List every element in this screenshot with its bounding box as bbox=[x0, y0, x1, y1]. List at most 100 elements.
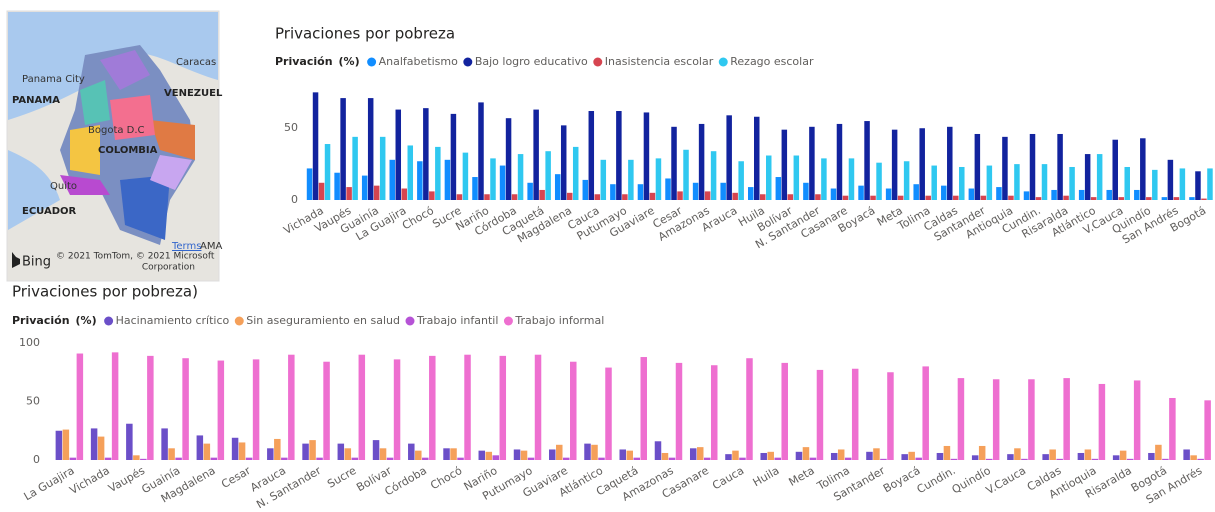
bar bbox=[669, 458, 676, 460]
y-tick-label: 0 bbox=[33, 453, 40, 466]
bar bbox=[533, 110, 539, 200]
x-tick-label: Meta bbox=[787, 464, 817, 489]
bar bbox=[1190, 455, 1197, 460]
bar bbox=[175, 458, 182, 460]
bar bbox=[246, 458, 253, 460]
bar bbox=[993, 379, 1000, 460]
bar bbox=[627, 451, 634, 460]
bar bbox=[56, 431, 63, 460]
bar bbox=[1112, 140, 1118, 200]
bar bbox=[628, 160, 634, 200]
bar bbox=[776, 177, 782, 200]
bar bbox=[831, 189, 837, 200]
bar bbox=[408, 145, 414, 200]
bar bbox=[591, 445, 598, 460]
bar bbox=[979, 446, 986, 460]
bar bbox=[1162, 197, 1168, 200]
bar bbox=[451, 114, 457, 200]
bar bbox=[595, 194, 601, 200]
legend-unit: (%) bbox=[76, 314, 97, 327]
bar bbox=[63, 430, 70, 460]
bar bbox=[352, 137, 358, 200]
legend-swatch bbox=[104, 317, 113, 326]
bar bbox=[423, 108, 429, 200]
bar bbox=[781, 363, 788, 460]
bar bbox=[1063, 378, 1070, 460]
bar bbox=[302, 444, 309, 460]
bar bbox=[211, 458, 218, 460]
bar bbox=[161, 428, 168, 460]
bar bbox=[307, 168, 313, 200]
bar bbox=[650, 193, 656, 200]
legend-swatch bbox=[235, 317, 244, 326]
bar bbox=[1134, 190, 1140, 200]
bar bbox=[782, 130, 788, 200]
bar bbox=[922, 366, 929, 460]
legend-label: Analfabetismo bbox=[379, 55, 458, 68]
bar bbox=[947, 127, 953, 200]
bar bbox=[1028, 379, 1035, 460]
bar bbox=[204, 444, 211, 460]
bar bbox=[346, 187, 352, 200]
bar bbox=[556, 445, 563, 460]
bar bbox=[514, 449, 521, 460]
bar bbox=[941, 186, 947, 200]
bar bbox=[656, 158, 662, 200]
bar bbox=[1162, 459, 1169, 460]
x-tick-label: Cundin. bbox=[915, 464, 958, 496]
bar bbox=[1097, 154, 1103, 200]
bar bbox=[1124, 167, 1130, 200]
bar bbox=[500, 356, 507, 460]
bar bbox=[838, 449, 845, 460]
bar bbox=[886, 189, 892, 200]
bar bbox=[232, 438, 239, 460]
bar bbox=[1189, 197, 1195, 200]
bar bbox=[1207, 168, 1213, 200]
bar bbox=[1169, 398, 1176, 460]
bar bbox=[313, 92, 319, 200]
bar bbox=[975, 134, 981, 200]
bar bbox=[1085, 449, 1092, 460]
bar bbox=[70, 458, 77, 460]
bar bbox=[788, 194, 794, 200]
bar bbox=[1078, 453, 1085, 460]
bar bbox=[774, 458, 781, 460]
bar bbox=[996, 187, 1002, 200]
bar bbox=[616, 111, 622, 200]
legend-unit: (%) bbox=[339, 55, 360, 68]
bar bbox=[521, 451, 528, 460]
bar bbox=[390, 160, 396, 200]
bar bbox=[1057, 134, 1063, 200]
bar bbox=[843, 196, 849, 200]
bar bbox=[490, 158, 496, 200]
bar bbox=[472, 177, 478, 200]
bar bbox=[359, 355, 366, 460]
bar bbox=[904, 161, 910, 200]
bar bbox=[1204, 400, 1211, 460]
bar bbox=[1002, 137, 1008, 200]
bar bbox=[197, 435, 204, 460]
bar bbox=[567, 193, 573, 200]
bar bbox=[969, 189, 975, 200]
bar bbox=[951, 459, 958, 460]
map-label: Quito bbox=[50, 181, 77, 192]
bar bbox=[725, 454, 732, 460]
legend-swatch bbox=[463, 58, 472, 67]
bar bbox=[901, 454, 908, 460]
map-terms[interactable]: Terms bbox=[171, 241, 201, 252]
bar bbox=[387, 458, 394, 460]
bar bbox=[479, 451, 486, 460]
bing: Bing bbox=[22, 255, 51, 270]
bar bbox=[732, 193, 738, 200]
x-tick-label: Chocó bbox=[428, 464, 464, 492]
legend-swatch bbox=[593, 58, 602, 67]
bar bbox=[711, 151, 717, 200]
bar bbox=[1201, 199, 1207, 200]
bar bbox=[605, 368, 612, 460]
bar bbox=[796, 452, 803, 460]
bar bbox=[720, 183, 726, 200]
bar bbox=[837, 124, 843, 200]
bar bbox=[925, 196, 931, 200]
bar bbox=[539, 190, 545, 200]
bar bbox=[748, 187, 754, 200]
